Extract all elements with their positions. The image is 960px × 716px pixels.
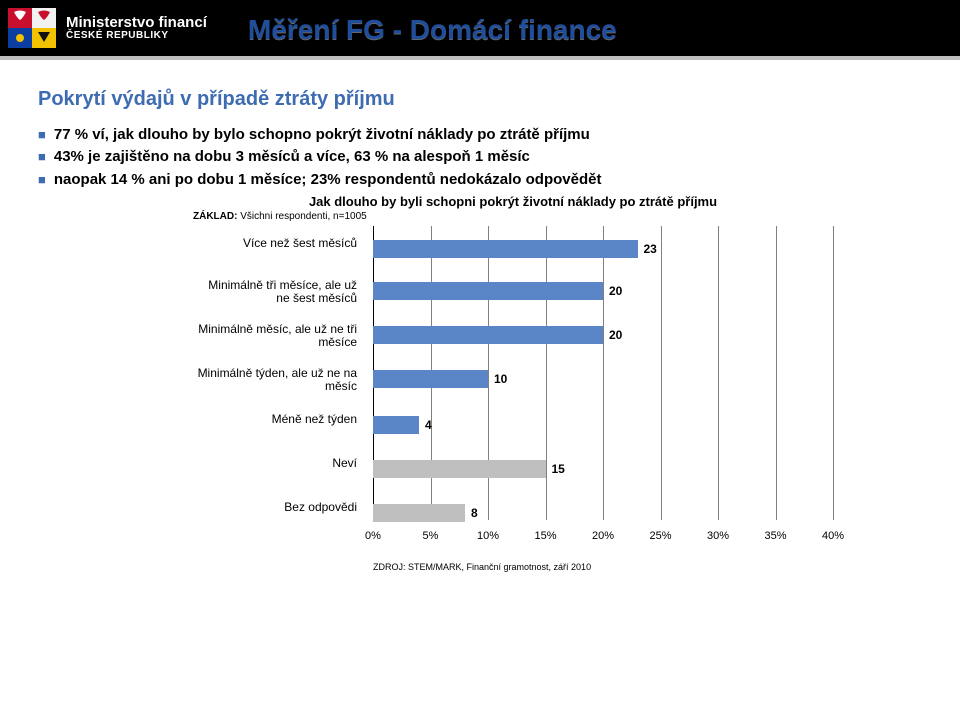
crest-icon [8,8,56,48]
chart-base-label: ZÁKLAD: Všichni respondenti, n=1005 [193,211,920,222]
chart-area: 0% 5% 10% 15% 20% 25% 30% 35% 40% Více než šest … [193,226,853,596]
bar-value-label: 10 [494,372,507,386]
chart-gridline [833,226,834,520]
bar [373,504,465,522]
category-label: Bez odpovědi [193,501,363,514]
bar-value-label: 15 [552,462,565,476]
bar-row: 20 [373,282,622,300]
bar [373,282,603,300]
x-tick-label: 0% [365,530,381,542]
bar [373,416,419,434]
bullet-text: 43% je zajištěno na dobu 3 měsíců a více… [54,147,530,167]
x-tick-label: 35% [764,530,786,542]
bar-value-label: 4 [425,418,432,432]
category-label: Minimálně tři měsíce, ale už ne šest měs… [193,279,363,305]
bar [373,460,546,478]
bullet-text: naopak 14 % ani po dobu 1 měsíce; 23% re… [54,170,602,190]
bullet-marker-icon: ■ [38,125,46,145]
x-tick-label: 5% [423,530,439,542]
chart-gridline [661,226,662,520]
chart-gridline [718,226,719,520]
bar-row: 15 [373,460,565,478]
ministry-name: Ministerstvo financí ČESKÉ REPUBLIKY [66,15,207,41]
bullet-item: ■ 43% je zajištěno na dobu 3 měsíců a ví… [38,147,920,167]
category-label: Neví [193,457,363,470]
bar-row: 20 [373,326,622,344]
bar-value-label: 8 [471,506,478,520]
bar [373,326,603,344]
category-label: Více než šest měsíců [193,237,363,250]
chart-gridline [603,226,604,520]
bar-row: 23 [373,240,657,258]
chart-title: Jak dlouho by byli schopni pokrýt životn… [193,194,833,209]
x-tick-label: 25% [649,530,671,542]
ministry-line1: Ministerstvo financí [66,15,207,31]
bullet-item: ■ 77 % ví, jak dlouho by bylo schopno po… [38,125,920,145]
x-tick-label: 10% [477,530,499,542]
chart-base-prefix: ZÁKLAD: [193,211,237,222]
bullet-list: ■ 77 % ví, jak dlouho by bylo schopno po… [38,125,920,190]
x-tick-label: 30% [707,530,729,542]
bar [373,240,638,258]
slide-title: Měření FG - Domácí finance [248,14,617,46]
chart-base-rest: Všichni respondenti, n=1005 [237,211,366,222]
chart-source: ZDROJ: STEM/MARK, Finanční gramotnost, z… [373,562,591,572]
bar [373,370,488,388]
chart-gridline [776,226,777,520]
x-tick-label: 15% [534,530,556,542]
bullet-marker-icon: ■ [38,147,46,167]
bar-row: 4 [373,416,432,434]
category-label: Méně než týden [193,413,363,426]
ministry-line2: ČESKÉ REPUBLIKY [66,31,207,42]
bar-row: 10 [373,370,507,388]
bar-value-label: 20 [609,328,622,342]
category-label: Minimálně měsíc, ale už ne tři měsíce [193,323,363,349]
content-area: Pokrytí výdajů v případě ztráty příjmu ■… [0,60,960,596]
bullet-marker-icon: ■ [38,170,46,190]
slide-subtitle: Pokrytí výdajů v případě ztráty příjmu [38,88,920,111]
bar-row: 8 [373,504,478,522]
bar-value-label: 23 [644,242,657,256]
x-tick-label: 40% [822,530,844,542]
bullet-text: 77 % ví, jak dlouho by bylo schopno pokr… [54,125,590,145]
chart-block: Jak dlouho by byli schopni pokrýt životn… [193,194,920,596]
x-tick-label: 20% [592,530,614,542]
bar-value-label: 20 [609,284,622,298]
category-label: Minimálně týden, ale už ne na měsíc [193,367,363,393]
bullet-item: ■ naopak 14 % ani po dobu 1 měsíce; 23% … [38,170,920,190]
